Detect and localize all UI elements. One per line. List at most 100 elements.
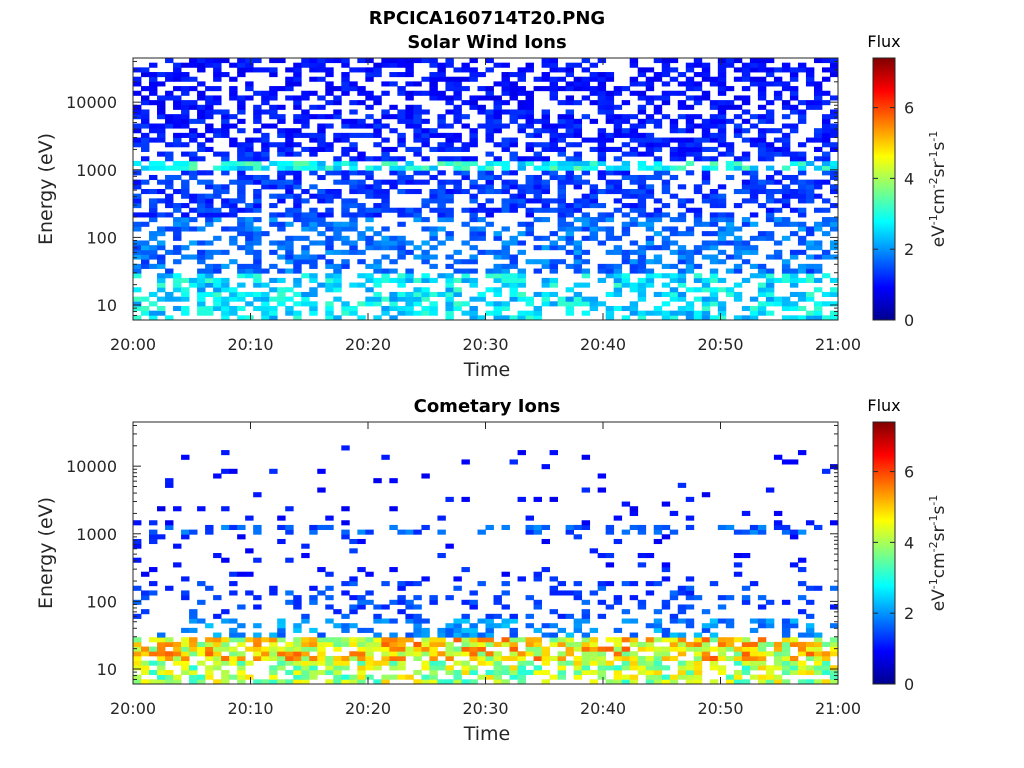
- heatmap-cell: [797, 118, 807, 124]
- heatmap-cell: [269, 669, 278, 676]
- heatmap-cell: [277, 240, 286, 246]
- heatmap-cell: [613, 86, 623, 92]
- heatmap-cell: [701, 156, 711, 162]
- heatmap-cell: [765, 179, 775, 185]
- heatmap-cell: [637, 599, 647, 605]
- heatmap-cell: [373, 184, 382, 190]
- heatmap-cell: [565, 287, 575, 293]
- heatmap-cell: [525, 67, 534, 73]
- heatmap-cell: [677, 296, 687, 302]
- heatmap-cell: [213, 67, 222, 73]
- heatmap-cell: [829, 651, 838, 657]
- heatmap-cell: [469, 599, 478, 605]
- heatmap-cell: [685, 590, 695, 596]
- heatmap-cell: [741, 221, 751, 227]
- heatmap-cell: [261, 67, 270, 73]
- heatmap-cell: [605, 72, 615, 78]
- heatmap-cell: [469, 193, 478, 199]
- heatmap-cell: [349, 165, 358, 171]
- heatmap-cell: [773, 189, 783, 195]
- heatmap-cell: [413, 581, 422, 587]
- heatmap-cell: [149, 651, 158, 657]
- heatmap-cell: [741, 641, 751, 647]
- heatmap-cell: [269, 674, 278, 680]
- heatmap-cell: [557, 235, 567, 241]
- heatmap-cell: [781, 305, 791, 312]
- heatmap-cell: [405, 165, 414, 171]
- panel-solar-wind-ions: Solar Wind Ions 20:00 20:10 20:20 20:30 20:4…: [35, 32, 949, 381]
- heatmap-cell: [637, 90, 647, 96]
- heatmap-cell: [429, 226, 438, 232]
- heatmap-cell: [581, 613, 591, 619]
- heatmap-cell: [189, 62, 198, 68]
- heatmap-cell: [805, 231, 815, 237]
- heatmap-cell: [517, 277, 526, 283]
- heatmap-cell: [669, 240, 679, 246]
- heatmap-cell: [773, 137, 783, 143]
- heatmap-cell: [749, 273, 759, 279]
- heatmap-cell: [717, 641, 727, 647]
- heatmap-cell: [573, 76, 583, 82]
- heatmap-cell: [477, 184, 486, 190]
- heatmap-cell: [701, 609, 711, 615]
- heatmap-cell: [813, 646, 823, 652]
- heatmap-cell: [277, 104, 286, 110]
- heatmap-cell: [533, 291, 542, 298]
- heatmap-cell: [429, 665, 438, 671]
- heatmap-cell: [709, 315, 719, 320]
- heatmap-cell: [285, 160, 294, 167]
- heatmap-cell: [221, 114, 230, 120]
- heatmap-cell: [797, 450, 807, 456]
- heatmap-cell: [373, 156, 382, 162]
- heatmap-cell: [357, 655, 366, 662]
- heatmap-cell: [421, 58, 430, 64]
- heatmap-cell: [693, 142, 703, 148]
- heatmap-cell: [629, 510, 639, 516]
- heatmap-cell: [557, 123, 567, 129]
- heatmap-cell: [557, 651, 567, 657]
- heatmap-cell: [437, 637, 446, 643]
- heatmap-cell: [517, 128, 526, 134]
- heatmap-cell: [317, 641, 326, 647]
- heatmap-cell: [549, 160, 558, 167]
- heatmap-cell: [709, 268, 719, 274]
- heatmap-cell: [797, 170, 807, 176]
- heatmap-cell: [461, 240, 470, 246]
- heatmap-cell: [589, 165, 599, 171]
- heatmap-cell: [181, 100, 190, 106]
- heatmap-cell: [445, 595, 454, 601]
- heatmap-cell: [269, 104, 278, 110]
- heatmap-cell: [221, 277, 230, 283]
- heatmap-cell: [149, 263, 158, 269]
- heatmap-cell: [397, 235, 406, 241]
- heatmap-cell: [285, 235, 294, 241]
- heatmap-cell: [637, 104, 647, 110]
- heatmap-cell: [637, 310, 647, 316]
- heatmap-cell: [549, 137, 558, 143]
- heatmap-cell: [469, 268, 478, 274]
- heatmap-cell: [581, 203, 591, 209]
- heatmap-cell: [493, 660, 502, 666]
- heatmap-cell: [277, 212, 286, 218]
- heatmap-cell: [453, 259, 462, 265]
- heatmap-cell: [741, 259, 751, 265]
- heatmap-cell: [149, 520, 158, 526]
- heatmap-cell: [565, 641, 575, 647]
- heatmap-cell: [237, 604, 246, 610]
- heatmap-cell: [749, 674, 759, 680]
- heatmap-cell: [381, 90, 390, 96]
- heatmap-cell: [829, 245, 838, 251]
- heatmap-cell: [141, 646, 150, 652]
- heatmap-cell: [813, 81, 823, 87]
- heatmap-cell: [357, 538, 366, 545]
- heatmap-cell: [221, 618, 230, 624]
- heatmap-cell: [541, 646, 550, 652]
- heatmap-cell: [157, 179, 166, 185]
- heatmap-cell: [485, 637, 494, 643]
- heatmap-cell: [813, 651, 823, 657]
- heatmap-cell: [261, 310, 270, 316]
- heatmap-cell: [557, 160, 567, 167]
- heatmap-cell: [781, 193, 791, 199]
- heatmap-cell: [341, 132, 350, 138]
- heatmap-cell: [797, 567, 807, 573]
